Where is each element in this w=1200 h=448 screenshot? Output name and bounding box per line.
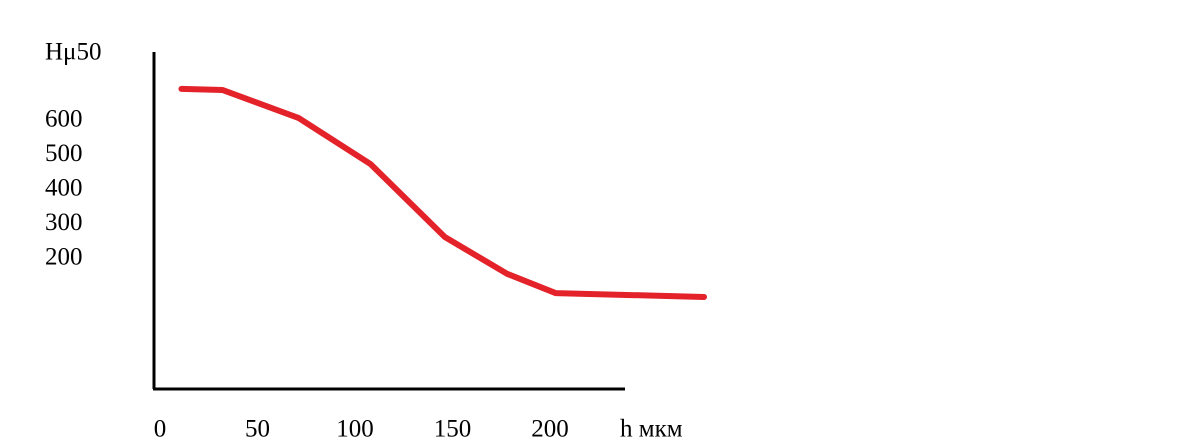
- x-tick-label: 50: [245, 416, 270, 443]
- x-axis-label: h мкм: [620, 416, 683, 443]
- y-tick-label: 200: [45, 244, 83, 271]
- x-tick-label: 100: [336, 416, 374, 443]
- data-line: [178, 85, 708, 300]
- y-axis-label: Hμ50: [45, 39, 101, 66]
- x-tick-label: 150: [434, 416, 472, 443]
- y-tick-label: 500: [45, 140, 83, 167]
- y-tick-label: 400: [45, 175, 83, 202]
- x-tick-label: 0: [154, 416, 167, 443]
- x-tick-label: 200: [531, 416, 569, 443]
- y-tick-label: 300: [45, 209, 83, 236]
- y-tick-label: 600: [45, 106, 83, 133]
